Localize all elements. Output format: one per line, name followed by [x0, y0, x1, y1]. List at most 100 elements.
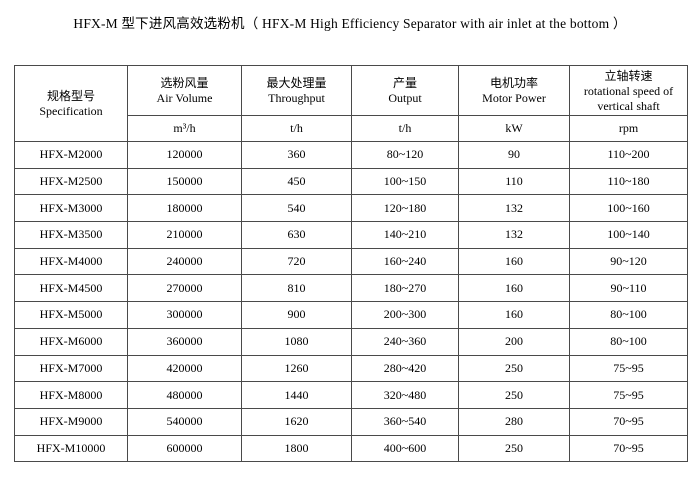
table-cell: 360~540: [351, 407, 459, 436]
unit-throughput: t/h: [241, 115, 352, 142]
table-cell: 720: [241, 247, 352, 276]
table-cell: HFX-M3500: [14, 221, 128, 249]
table-cell: 132: [458, 221, 570, 249]
table-cell: 90~120: [569, 247, 688, 276]
table-cell: 270000: [127, 274, 242, 303]
header-air-volume-zh: 选粉风量: [160, 76, 209, 90]
table-cell: 280~420: [351, 354, 459, 383]
table-cell: 100~150: [351, 167, 459, 196]
table-row: HFX-M4000 240000 720 160~240 160 90~120: [14, 247, 688, 276]
table-cell: 250: [458, 434, 570, 463]
header-air-volume-en: Air Volume: [156, 91, 213, 105]
header-rotational-speed-zh: 立轴转速: [604, 68, 653, 83]
unit-rotational-speed: rpm: [569, 115, 688, 142]
table-cell: 360: [241, 141, 352, 169]
table-cell: 810: [241, 274, 352, 303]
table-cell: 70~95: [569, 434, 688, 463]
table-cell: 400~600: [351, 434, 459, 463]
table-row: HFX-M5000 300000 900 200~300 160 80~100: [14, 301, 688, 329]
table-cell: HFX-M2500: [14, 167, 128, 196]
table-cell: HFX-M2000: [14, 141, 128, 169]
table-cell: 100~160: [569, 194, 688, 223]
header-specification-en: Specification: [39, 104, 103, 118]
table-cell: 110~180: [569, 167, 688, 196]
header-row-main: 规格型号 Specification 选粉风量 Air Volume 最大处理量…: [14, 65, 688, 142]
table-cell: 420000: [127, 354, 242, 383]
table-cell: HFX-M6000: [14, 327, 128, 356]
table-cell: 140~210: [351, 221, 459, 249]
table-cell: 320~480: [351, 381, 459, 409]
table-cell: 110~200: [569, 141, 688, 169]
table-row: HFX-M2500 150000 450 100~150 110 110~180: [14, 167, 688, 196]
specification-table: 规格型号 Specification 选粉风量 Air Volume 最大处理量…: [14, 65, 688, 463]
header-throughput-en: Throughput: [268, 91, 325, 105]
table-cell: 80~120: [351, 141, 459, 169]
table-cell: 75~95: [569, 354, 688, 383]
table-cell: 160: [458, 247, 570, 276]
table-cell: 630: [241, 221, 352, 249]
table-cell: 180000: [127, 194, 242, 223]
table-cell: 90: [458, 141, 570, 169]
header-specification: 规格型号 Specification: [14, 65, 128, 142]
table-cell: 540: [241, 194, 352, 223]
table-cell: 210000: [127, 221, 242, 249]
header-throughput: 最大处理量 Throughput: [241, 65, 352, 116]
table-row: HFX-M3000 180000 540 120~180 132 100~160: [14, 194, 688, 223]
table-cell: 132: [458, 194, 570, 223]
unit-air-volume: m³/h: [127, 115, 242, 142]
header-output-zh: 产量: [392, 76, 417, 90]
table-row: HFX-M2000 120000 360 80~120 90 110~200: [14, 141, 688, 169]
table-cell: 90~110: [569, 274, 688, 303]
header-motor-power-en: Motor Power: [482, 91, 546, 105]
header-motor-power: 电机功率 Motor Power: [458, 65, 570, 116]
header-motor-power-zh: 电机功率: [489, 76, 538, 90]
document-title: HFX-M 型下进风高效选粉机（ HFX-M High Efficiency S…: [73, 16, 627, 31]
table-cell: 600000: [127, 434, 242, 463]
table-cell: 200~300: [351, 301, 459, 329]
table-cell: 80~100: [569, 301, 688, 329]
table-cell: HFX-M10000: [14, 434, 128, 463]
header-rotational-speed: 立轴转速 rotational speed of vertical shaft: [569, 65, 688, 116]
table-cell: 300000: [127, 301, 242, 329]
table-cell: 160: [458, 301, 570, 329]
table-cell: HFX-M9000: [14, 407, 128, 436]
table-cell: 450: [241, 167, 352, 196]
table-cell: HFX-M4500: [14, 274, 128, 303]
table-cell: HFX-M8000: [14, 381, 128, 409]
table-cell: 180~270: [351, 274, 459, 303]
header-throughput-zh: 最大处理量: [266, 76, 327, 90]
header-rotational-speed-en: rotational speed of vertical shaft: [583, 83, 674, 113]
table-cell: 250: [458, 381, 570, 409]
table-row: HFX-M8000 480000 1440 320~480 250 75~95: [14, 381, 688, 409]
unit-output: t/h: [351, 115, 459, 142]
unit-motor-power: kW: [458, 115, 570, 142]
table-cell: 1440: [241, 381, 352, 409]
table-cell: 1080: [241, 327, 352, 356]
table-cell: 150000: [127, 167, 242, 196]
header-output-en: Output: [388, 91, 422, 105]
table-cell: 120~180: [351, 194, 459, 223]
table-cell: 250: [458, 354, 570, 383]
table-cell: 100~140: [569, 221, 688, 249]
table-header: 规格型号 Specification 选粉风量 Air Volume 最大处理量…: [14, 65, 688, 142]
table-cell: HFX-M4000: [14, 247, 128, 276]
table-cell: 75~95: [569, 381, 688, 409]
table-row: HFX-M3500 210000 630 140~210 132 100~140: [14, 221, 688, 249]
table-cell: HFX-M7000: [14, 354, 128, 383]
table-cell: 80~100: [569, 327, 688, 356]
table-row: HFX-M9000 540000 1620 360~540 280 70~95: [14, 407, 688, 436]
header-specification-zh: 规格型号: [46, 89, 95, 103]
table-cell: 480000: [127, 381, 242, 409]
table-cell: 280: [458, 407, 570, 436]
table-cell: 900: [241, 301, 352, 329]
table-cell: HFX-M5000: [14, 301, 128, 329]
table-row: HFX-M6000 360000 1080 240~360 200 80~100: [14, 327, 688, 356]
table-cell: 540000: [127, 407, 242, 436]
table-row: HFX-M4500 270000 810 180~270 160 90~110: [14, 274, 688, 303]
table-cell: 1620: [241, 407, 352, 436]
table-cell: 70~95: [569, 407, 688, 436]
table-body: HFX-M2000 120000 360 80~120 90 110~200 HFX-M25…: [14, 141, 688, 463]
table-cell: 240000: [127, 247, 242, 276]
table-cell: 200: [458, 327, 570, 356]
